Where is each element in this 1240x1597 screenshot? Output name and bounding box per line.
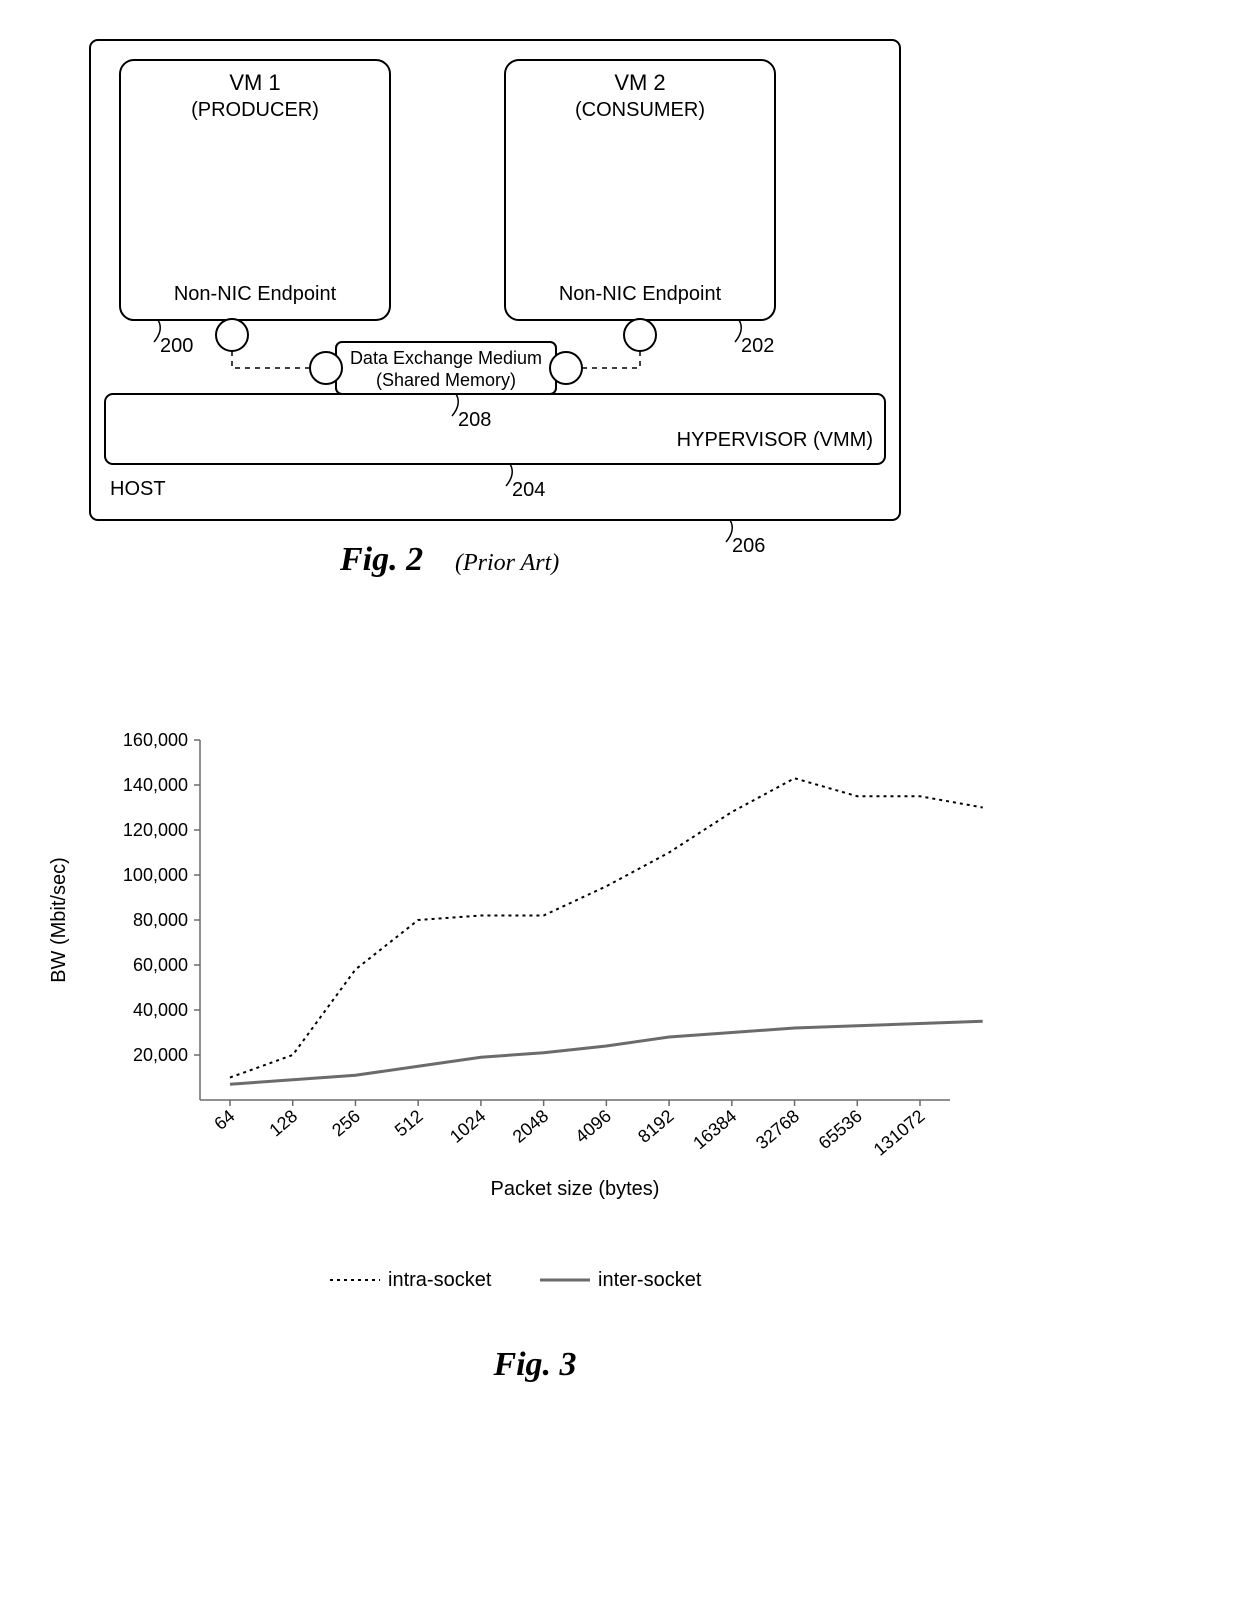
legend-intra: intra-socket xyxy=(388,1269,492,1291)
legend-inter: inter-socket xyxy=(598,1269,702,1291)
fig2-caption-sub: (Prior Art) xyxy=(455,550,559,576)
y-tick-label: 100,000 xyxy=(123,865,188,885)
series-intra-socket xyxy=(230,778,983,1077)
fig2-diagram: HYPERVISOR (VMM) VM 1 (PRODUCER) Non-NIC En… xyxy=(90,40,900,578)
x-tick-label: 2048 xyxy=(509,1106,553,1147)
fig3-caption: Fig. 3 xyxy=(492,1346,576,1383)
x-tick-label: 32768 xyxy=(752,1106,803,1154)
y-tick-label: 20,000 xyxy=(133,1045,188,1065)
x-axis-label: Packet size (bytes) xyxy=(491,1178,660,1200)
svg-text:200: 200 xyxy=(160,335,193,357)
svg-text:208: 208 xyxy=(458,409,491,431)
x-tick-label: 64 xyxy=(210,1106,238,1134)
vm1-endpoint: Non-NIC Endpoint xyxy=(174,283,337,305)
fig3-chart: 20,000 40,000 60,000 80,000 100,000 120,000 14… xyxy=(48,730,983,1383)
medium-line2: (Shared Memory) xyxy=(376,370,516,390)
x-tick-label: 16384 xyxy=(689,1106,740,1154)
y-tick-label: 120,000 xyxy=(123,820,188,840)
y-tick-label: 140,000 xyxy=(123,775,188,795)
medium-line1: Data Exchange Medium xyxy=(350,348,542,368)
svg-text:202: 202 xyxy=(741,335,774,357)
svg-text:206: 206 xyxy=(732,535,765,557)
x-tick-label: 512 xyxy=(391,1106,427,1141)
y-tick-label: 60,000 xyxy=(133,955,188,975)
vm2-endpoint: Non-NIC Endpoint xyxy=(559,283,722,305)
canvas: HYPERVISOR (VMM) VM 1 (PRODUCER) Non-NIC En… xyxy=(0,0,1240,1597)
x-tick-label: 256 xyxy=(328,1106,364,1141)
fig2-caption: Fig. 2 xyxy=(339,541,423,578)
hypervisor-label: HYPERVISOR (VMM) xyxy=(677,429,873,451)
x-tick-label: 128 xyxy=(265,1106,301,1141)
stage: HYPERVISOR (VMM) VM 1 (PRODUCER) Non-NIC En… xyxy=(0,0,1240,1597)
x-tick-label: 4096 xyxy=(571,1106,615,1147)
y-tick-label: 80,000 xyxy=(133,910,188,930)
vm1-subtitle: (PRODUCER) xyxy=(191,99,319,121)
x-tick-label: 65536 xyxy=(815,1106,866,1154)
vm2-subtitle: (CONSUMER) xyxy=(575,99,705,121)
y-axis-label: BW (Mbit/sec) xyxy=(48,857,70,983)
series-inter-socket xyxy=(230,1021,983,1084)
host-label: HOST xyxy=(110,478,166,500)
x-tick-label: 8192 xyxy=(634,1106,678,1147)
y-tick-label: 160,000 xyxy=(123,730,188,750)
svg-text:204: 204 xyxy=(512,479,545,501)
y-tick-label: 40,000 xyxy=(133,1000,188,1020)
vm1-title: VM 1 xyxy=(229,70,280,95)
x-tick-label: 1024 xyxy=(446,1106,490,1147)
vm2-title: VM 2 xyxy=(614,70,665,95)
x-tick-label: 131072 xyxy=(870,1106,929,1160)
